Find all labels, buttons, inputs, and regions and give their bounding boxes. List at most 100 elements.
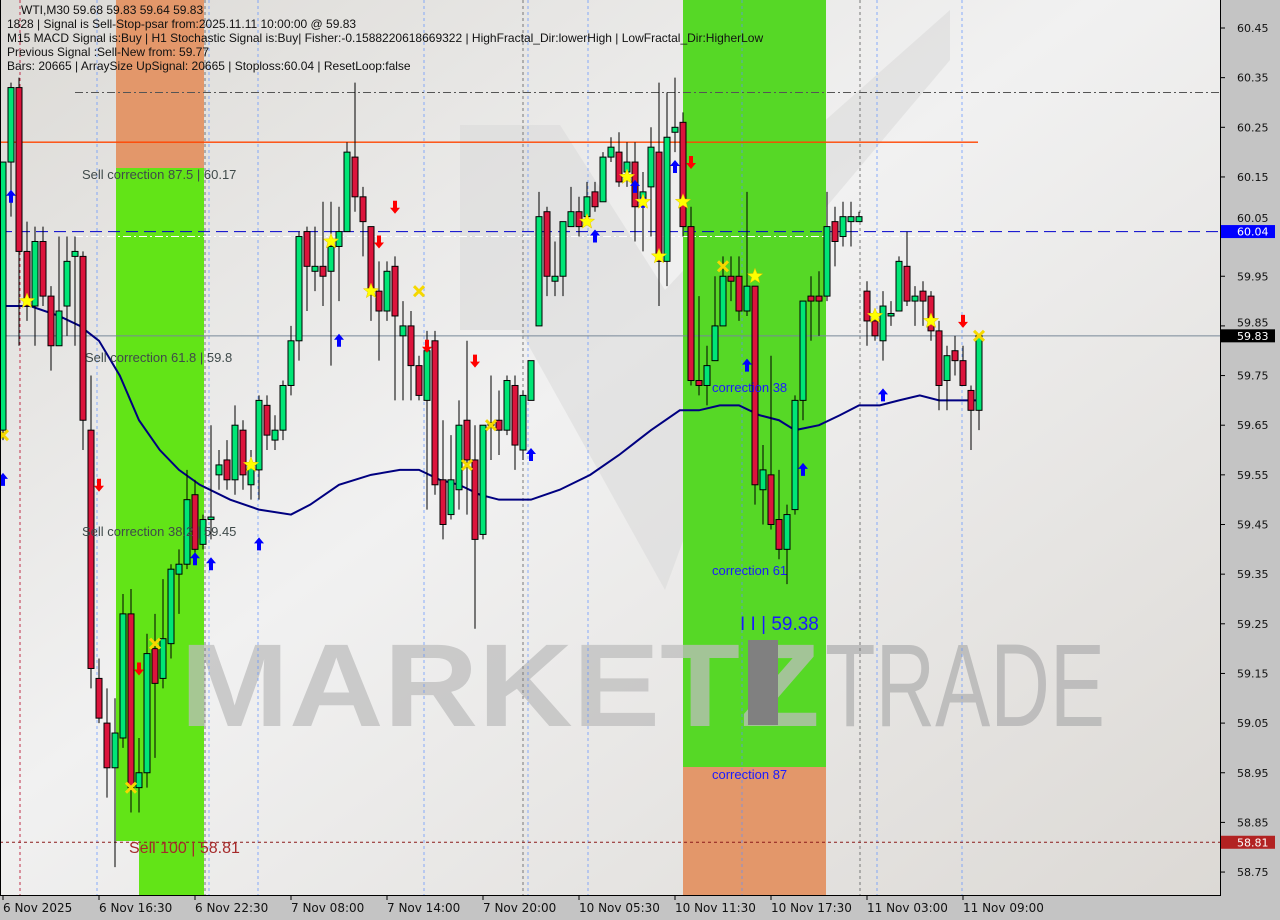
sell-correction-38-label: Sell correction 38.2 | 59.45 xyxy=(82,524,237,539)
signals xyxy=(0,156,986,794)
cross-mark-icon xyxy=(0,429,10,442)
bull-candle xyxy=(175,563,183,575)
buy-arrow-icon xyxy=(670,160,680,174)
info-header: WTI,M30 59.68 59.83 59.64 59.83 1828 | S… xyxy=(7,3,763,73)
bull-candle xyxy=(55,310,63,347)
bull-candle xyxy=(479,424,487,535)
indicators-line: M15 MACD Signal is:Buy | H1 Stochastic S… xyxy=(7,31,764,45)
bull-candle xyxy=(295,236,303,342)
bull-candle xyxy=(567,211,575,228)
bull-candle xyxy=(847,216,855,223)
star-icon xyxy=(322,232,340,249)
buy-arrow-icon xyxy=(6,189,16,203)
bull-candle xyxy=(719,275,727,327)
price-tick-label: 59.75 xyxy=(1237,370,1269,383)
sell-arrow-icon xyxy=(94,478,104,492)
cross-mark-icon xyxy=(124,781,138,794)
bull-candle xyxy=(111,732,119,769)
moving-average-line xyxy=(3,305,979,516)
price-tick-label: 59.25 xyxy=(1237,618,1269,631)
bear-candle xyxy=(543,211,551,277)
bear-candle xyxy=(871,320,879,337)
bull-candle xyxy=(551,275,559,282)
bear-candle xyxy=(191,494,199,550)
price-tick-label: 59.65 xyxy=(1237,419,1269,432)
cross-mark-icon xyxy=(972,329,986,342)
bear-candle xyxy=(359,196,367,223)
bear-candle xyxy=(919,290,927,302)
bull-candle xyxy=(823,226,831,297)
bull-candle xyxy=(143,653,151,774)
price-tick-label: 59.05 xyxy=(1237,717,1269,730)
bull-candle xyxy=(71,250,79,257)
bull-candle xyxy=(791,399,799,511)
price-axis[interactable]: 60.45 60.35 60.25 60.15 60.05 59.95 59.85 59.75… xyxy=(1221,22,1275,879)
bull-candle xyxy=(311,265,319,272)
bull-candle xyxy=(455,424,463,491)
signal-line: 1828 | Signal is Sell-Stop-psar from:202… xyxy=(7,17,357,31)
bars-line: Bars: 20665 | ArraySize UpSignal: 20665 … xyxy=(7,59,411,73)
bear-candle xyxy=(223,459,231,481)
bull-candle xyxy=(703,365,711,386)
star-icon xyxy=(866,307,884,324)
correction-38-label: correction 38 xyxy=(712,380,788,395)
star-icon xyxy=(674,193,692,209)
bear-candle xyxy=(495,419,503,431)
bull-candle xyxy=(743,285,751,312)
bear-candle xyxy=(127,613,135,789)
bear-candle xyxy=(807,295,815,302)
price-badge-label: 58.81 xyxy=(1237,836,1269,849)
buy-arrow-icon xyxy=(630,179,640,193)
bull-candle xyxy=(839,216,847,238)
buy-arrow-icon xyxy=(798,462,808,476)
symbol-ohlc-line: WTI,M30 59.68 59.83 59.64 59.83 xyxy=(21,3,204,17)
time-tick-label: 10 Nov 05:30 xyxy=(579,901,660,915)
bull-candle xyxy=(199,519,207,545)
price-tick-label: 60.05 xyxy=(1237,212,1269,225)
time-tick-label: 7 Nov 14:00 xyxy=(387,901,460,915)
bear-candle xyxy=(615,151,623,183)
price-tick-label: 58.75 xyxy=(1237,866,1269,879)
sell-arrow-icon xyxy=(390,200,400,214)
time-tick-label: 6 Nov 2025 xyxy=(3,901,72,915)
bull-candle xyxy=(895,260,903,312)
bull-candle xyxy=(215,464,223,476)
sell-arrow-icon xyxy=(686,156,696,170)
star-icon xyxy=(362,282,380,299)
bear-candle xyxy=(367,226,375,292)
bear-candle xyxy=(471,459,479,540)
bear-candle xyxy=(95,677,103,719)
buy-arrow-icon xyxy=(526,447,536,461)
bear-candle xyxy=(79,255,87,421)
bear-candle xyxy=(727,275,735,282)
time-tick-label: 11 Nov 09:00 xyxy=(963,901,1044,915)
star-icon xyxy=(922,312,940,328)
bull-candle xyxy=(135,772,143,789)
price-badge xyxy=(1221,329,1275,343)
price-badge-label: 59.83 xyxy=(1237,330,1269,343)
bear-candle xyxy=(935,330,943,386)
bear-candle xyxy=(263,404,271,436)
star-icon xyxy=(618,168,636,184)
bull-candle xyxy=(31,240,39,307)
bull-candle xyxy=(535,216,543,327)
bull-candle xyxy=(399,325,407,337)
time-axis[interactable]: 6 Nov 2025 6 Nov 16:30 6 Nov 22:30 7 Nov 08… xyxy=(2,896,1044,915)
bear-candle xyxy=(951,350,959,362)
star-icon xyxy=(634,193,652,209)
bear-candle xyxy=(431,340,439,486)
price-tick-label: 59.55 xyxy=(1237,469,1269,482)
bear-candle xyxy=(967,389,975,411)
bear-candle xyxy=(23,250,31,307)
bull-candle xyxy=(671,126,679,133)
bull-candle xyxy=(559,221,567,277)
bull-candle xyxy=(887,312,895,317)
bear-candle xyxy=(407,325,415,367)
watermark-word-marketz: MARKETZ xyxy=(180,620,820,752)
bull-candle xyxy=(855,216,863,223)
bull-candle xyxy=(7,87,15,163)
sell-correction-87-label: Sell correction 87.5 | 60.17 xyxy=(82,167,237,182)
price-tick-label: 59.85 xyxy=(1237,316,1269,329)
cross-mark-icon xyxy=(412,285,426,298)
